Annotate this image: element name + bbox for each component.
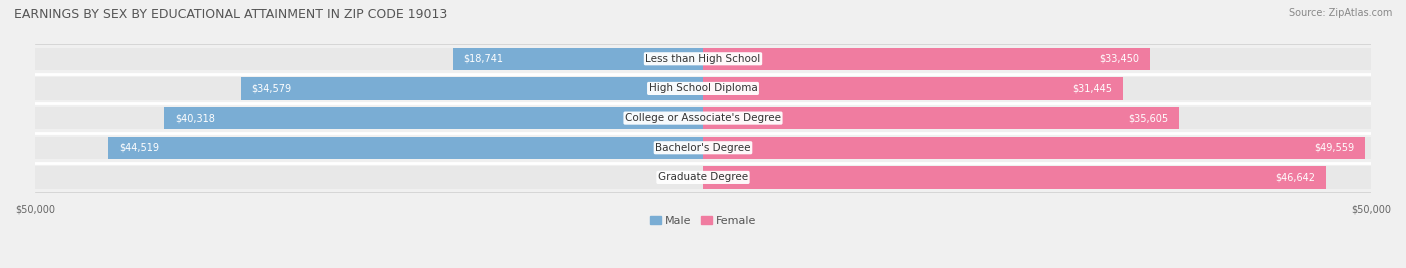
Bar <box>703 137 1371 159</box>
Bar <box>453 48 703 70</box>
Bar <box>240 77 703 100</box>
Text: $31,445: $31,445 <box>1073 83 1112 94</box>
Bar <box>703 107 1371 129</box>
Bar <box>703 137 1365 159</box>
Text: Source: ZipAtlas.com: Source: ZipAtlas.com <box>1288 8 1392 18</box>
Text: College or Associate's Degree: College or Associate's Degree <box>626 113 780 123</box>
Bar <box>35 107 703 129</box>
Bar <box>35 137 703 159</box>
Bar <box>165 107 703 129</box>
Bar <box>35 48 703 70</box>
Text: $44,519: $44,519 <box>120 143 159 153</box>
Text: Bachelor's Degree: Bachelor's Degree <box>655 143 751 153</box>
Text: $0: $0 <box>685 172 696 183</box>
Text: $18,741: $18,741 <box>464 54 503 64</box>
Text: $34,579: $34,579 <box>252 83 292 94</box>
Text: Less than High School: Less than High School <box>645 54 761 64</box>
Text: $33,450: $33,450 <box>1099 54 1139 64</box>
Text: $35,605: $35,605 <box>1128 113 1168 123</box>
Legend: Male, Female: Male, Female <box>645 211 761 230</box>
Text: $40,318: $40,318 <box>174 113 215 123</box>
Text: High School Diploma: High School Diploma <box>648 83 758 94</box>
Bar <box>703 166 1326 189</box>
Bar <box>703 48 1371 70</box>
Bar <box>35 166 703 189</box>
Text: $49,559: $49,559 <box>1315 143 1354 153</box>
Bar <box>703 77 1123 100</box>
Text: Graduate Degree: Graduate Degree <box>658 172 748 183</box>
Bar <box>703 107 1178 129</box>
Bar <box>108 137 703 159</box>
Text: EARNINGS BY SEX BY EDUCATIONAL ATTAINMENT IN ZIP CODE 19013: EARNINGS BY SEX BY EDUCATIONAL ATTAINMEN… <box>14 8 447 21</box>
Bar <box>703 77 1371 100</box>
Bar <box>35 77 703 100</box>
Text: $46,642: $46,642 <box>1275 172 1316 183</box>
Bar <box>703 166 1371 189</box>
Bar <box>703 48 1150 70</box>
